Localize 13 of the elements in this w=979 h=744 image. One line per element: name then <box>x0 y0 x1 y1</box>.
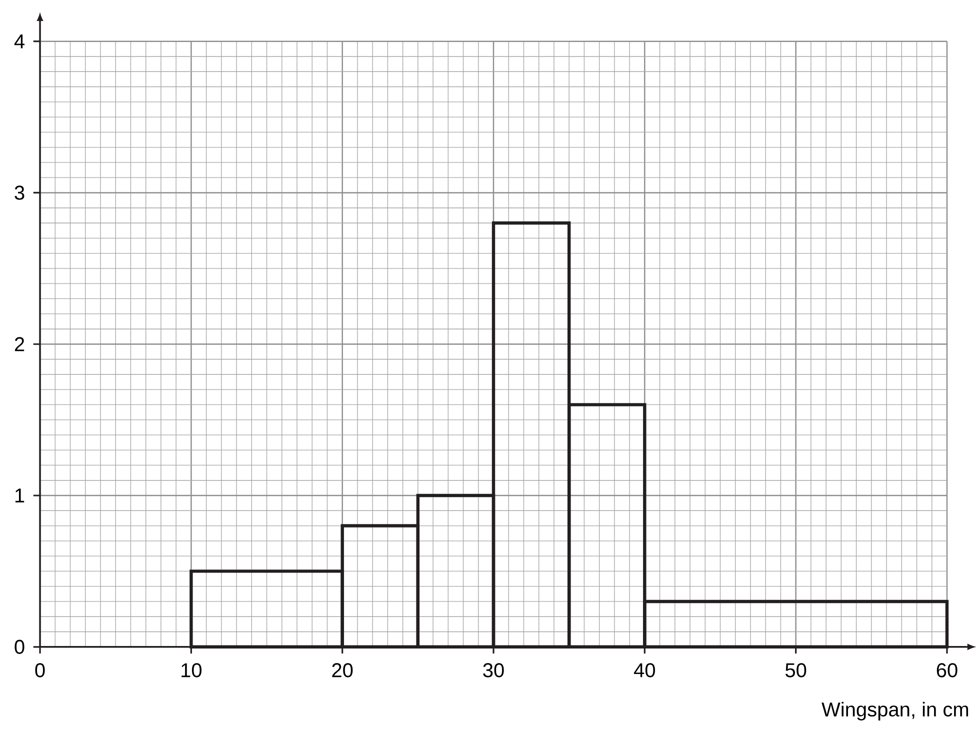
x-tick-label: 60 <box>936 663 958 678</box>
y-tick-label: 4 <box>14 34 24 48</box>
y-tick-label: 3 <box>14 186 24 200</box>
y-tick-label: 2 <box>14 337 24 351</box>
x-tick-label: 0 <box>35 663 45 678</box>
x-tick-label: 50 <box>785 663 806 678</box>
y-tick-label: 1 <box>15 488 24 502</box>
x-tick-label: 10 <box>182 663 202 678</box>
y-tick-label: 0 <box>14 640 24 654</box>
x-tick-label: 20 <box>332 663 353 678</box>
x-tick-label: 40 <box>634 663 655 678</box>
x-tick-label: 30 <box>483 663 504 678</box>
x-axis-title: Wingspan, in cm <box>822 702 968 720</box>
